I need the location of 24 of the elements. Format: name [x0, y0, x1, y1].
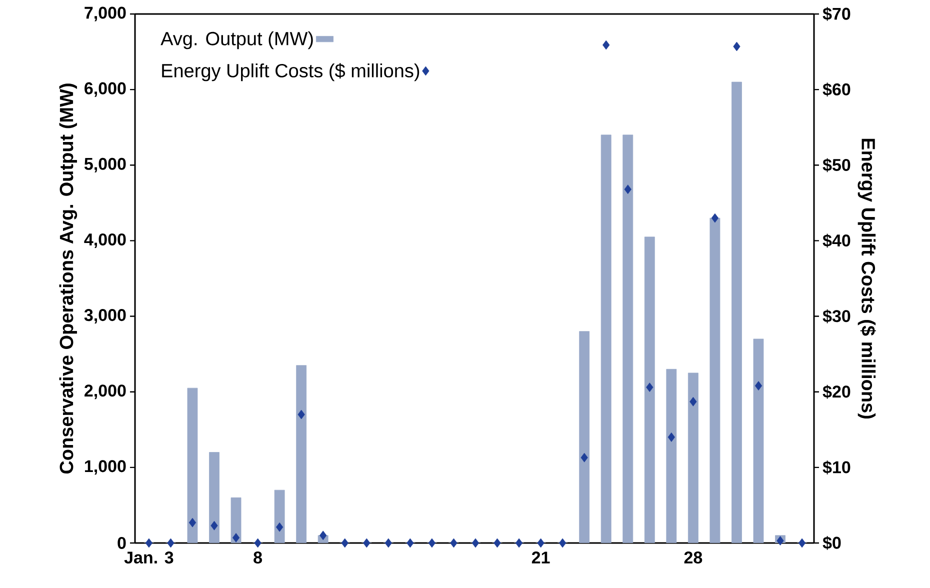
y-tick-label: 3,000	[84, 309, 126, 324]
y2-tick-label: $20	[822, 384, 850, 399]
legend-label: Avg. Output (MW)	[160, 31, 313, 50]
y-tick-label: 0	[118, 536, 126, 550]
x-tick-label: Jan. 3	[124, 552, 174, 564]
y2-tick-label: $0	[822, 536, 841, 550]
y2-axis-title: Energy Uplift Costs ($ millions)	[858, 138, 876, 418]
y-tick-label: 2,000	[84, 384, 126, 400]
x-tick-label: 28	[684, 552, 702, 564]
x-tick-label: 8	[254, 552, 262, 564]
y-tick-label: 7,000	[84, 6, 126, 22]
y2-tick-label: $50	[822, 158, 850, 172]
legend-label: Energy Uplift Costs ($ millions)	[162, 63, 420, 82]
y-tick-label: 1,000	[84, 460, 126, 475]
y2-tick-label: $10	[822, 460, 850, 474]
x-tick-label: 21	[532, 552, 550, 564]
y2-tick-label: $40	[822, 234, 850, 248]
y2-tick-label: $70	[822, 7, 850, 21]
y2-tick-label: $30	[822, 309, 850, 324]
y-tick-label: 4,000	[84, 233, 126, 248]
y-tick-label: 5,000	[84, 158, 126, 172]
y-tick-label: 6,000	[84, 82, 126, 97]
y-axis-title: Conservative Operations Avg. Output (MW)	[59, 84, 78, 474]
y2-tick-label: $60	[822, 82, 850, 96]
